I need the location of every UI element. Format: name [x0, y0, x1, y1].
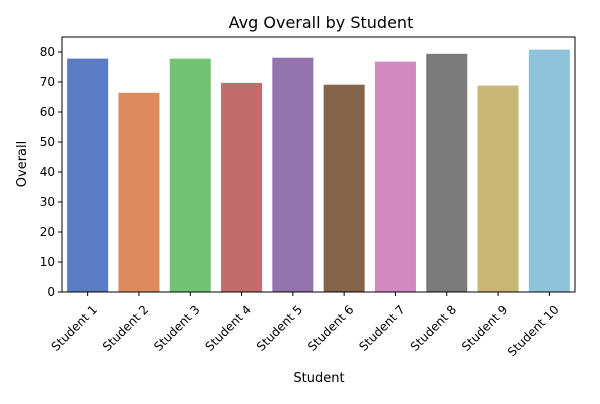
bar-2 [118, 92, 160, 292]
x-tick-label: Student 10 [505, 302, 562, 359]
bars-layer [67, 49, 570, 293]
x-tick-label: Student 8 [408, 302, 459, 353]
bar-1 [67, 58, 109, 292]
x-tick-label: Student 3 [151, 302, 202, 353]
y-tick-label: 80 [40, 45, 55, 59]
y-axis-label: Overall [15, 141, 30, 187]
bar-9 [477, 85, 519, 292]
y-tick-label: 60 [40, 105, 55, 119]
x-tick-label: Student 1 [49, 302, 100, 353]
x-axis-label: Student [293, 371, 344, 386]
bar-5 [272, 57, 314, 293]
y-tick-label: 30 [40, 195, 55, 209]
x-tick-label: Student 4 [202, 302, 253, 353]
bar-7 [374, 61, 416, 292]
x-tick-label: Student 7 [356, 302, 407, 353]
y-tick-label: 70 [40, 75, 55, 89]
y-tick-label: 20 [40, 225, 55, 239]
y-tick-label: 40 [40, 165, 55, 179]
y-tick-label: 50 [40, 135, 55, 149]
bar-6 [323, 84, 365, 292]
x-tick-label: Student 5 [254, 302, 305, 353]
y-tick-label: 10 [40, 255, 55, 269]
x-tick-label: Student 6 [305, 302, 356, 353]
bar-4 [221, 82, 263, 293]
bar-8 [426, 53, 468, 292]
x-tick-label: Student 2 [100, 302, 151, 353]
plot-frame [61, 36, 576, 293]
x-tick-label: Student 9 [459, 302, 510, 353]
bar-3 [169, 58, 211, 292]
bar-10 [528, 49, 570, 292]
y-tick-label: 0 [47, 285, 55, 299]
chart-title: Avg Overall by Student [229, 13, 414, 32]
